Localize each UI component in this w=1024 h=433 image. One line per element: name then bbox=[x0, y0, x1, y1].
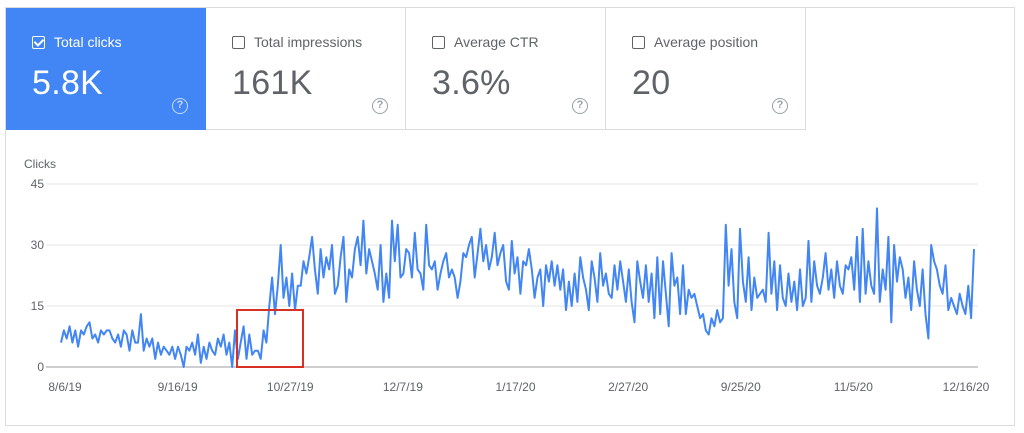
metric-label: Average CTR bbox=[454, 34, 539, 50]
metric-label: Total impressions bbox=[254, 34, 363, 50]
metric-card-average-position[interactable]: Average position 20 ? bbox=[606, 8, 806, 130]
checkbox-checked-icon[interactable] bbox=[32, 36, 45, 49]
x-tick-label: 8/6/19 bbox=[48, 380, 82, 394]
x-tick-label: 12/16/20 bbox=[943, 380, 990, 394]
x-tick-label: 9/25/20 bbox=[721, 380, 761, 394]
metric-card-total-impressions[interactable]: Total impressions 161K ? bbox=[206, 8, 406, 130]
x-tick-label: 2/27/20 bbox=[608, 380, 648, 394]
y-tick-label: 45 bbox=[31, 177, 45, 191]
metric-label: Total clicks bbox=[54, 34, 122, 50]
metric-label: Average position bbox=[654, 34, 759, 50]
checkbox-icon[interactable] bbox=[232, 36, 245, 49]
metric-value: 20 bbox=[632, 64, 671, 102]
series-line-clicks[interactable] bbox=[60, 207, 975, 368]
clicks-line-chart: Clicks 0 15 30 45 8/6/19 9/16/19 10/27/19 12/7… bbox=[24, 157, 990, 394]
performance-panel: Total clicks 5.8K ? Total impressions 16… bbox=[5, 7, 1015, 426]
help-icon[interactable]: ? bbox=[572, 98, 588, 114]
x-tick-label: 1/17/20 bbox=[495, 380, 535, 394]
y-tick-label: 0 bbox=[37, 360, 44, 374]
x-tick-label: 11/5/20 bbox=[834, 380, 873, 394]
metric-card-average-ctr[interactable]: Average CTR 3.6% ? bbox=[406, 8, 606, 130]
metric-value: 5.8K bbox=[32, 64, 104, 102]
x-tick-label: 10/27/19 bbox=[267, 380, 314, 394]
metric-card-total-clicks[interactable]: Total clicks 5.8K ? bbox=[6, 8, 206, 130]
metric-value: 3.6% bbox=[432, 64, 511, 102]
x-tick-label: 12/7/19 bbox=[383, 380, 423, 394]
metric-cards: Total clicks 5.8K ? Total impressions 16… bbox=[6, 8, 806, 130]
y-axis-title: Clicks bbox=[24, 157, 56, 171]
highlight-box bbox=[236, 309, 304, 368]
help-icon[interactable]: ? bbox=[172, 98, 188, 114]
x-tick-label: 9/16/19 bbox=[158, 380, 198, 394]
help-icon[interactable]: ? bbox=[772, 98, 788, 114]
y-tick-label: 30 bbox=[31, 238, 45, 252]
metric-value: 161K bbox=[232, 64, 313, 102]
help-icon[interactable]: ? bbox=[372, 98, 388, 114]
x-axis-ticks: 8/6/19 9/16/19 10/27/19 12/7/19 1/17/20 2/27/… bbox=[48, 380, 989, 394]
y-tick-label: 15 bbox=[31, 299, 45, 313]
y-axis-ticks: 0 15 30 45 bbox=[31, 177, 45, 374]
checkbox-icon[interactable] bbox=[632, 36, 645, 49]
checkbox-icon[interactable] bbox=[432, 36, 445, 49]
